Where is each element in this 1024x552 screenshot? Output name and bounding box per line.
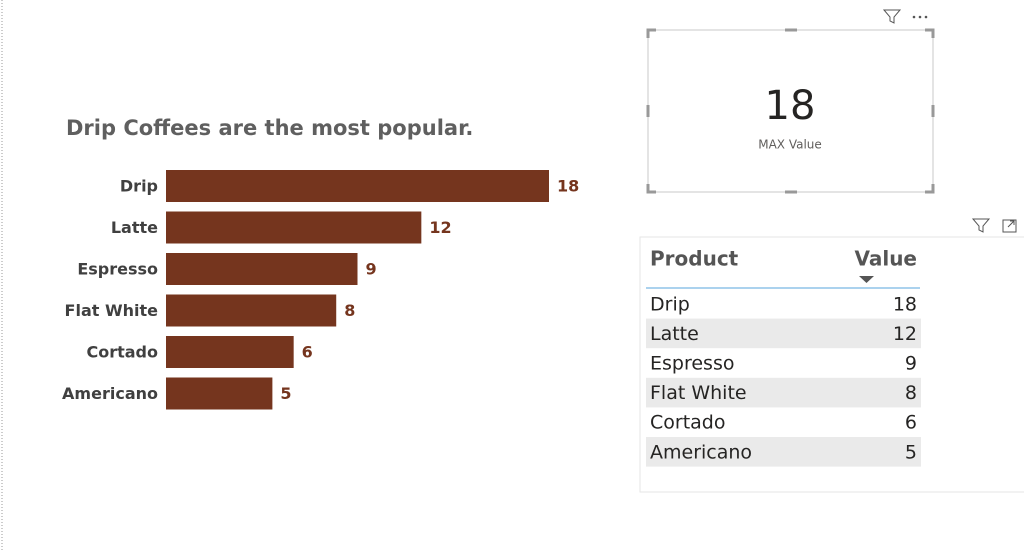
table-cell: Americano [650, 441, 752, 463]
table-cell: 8 [905, 382, 917, 404]
table-cell: Drip [650, 293, 690, 315]
card-frame [647, 29, 934, 193]
card-value: 18 [765, 83, 816, 129]
category-label: Flat White [65, 301, 159, 320]
sort-indicator [859, 276, 874, 283]
chart-title: Drip Coffees are the most popular. [66, 116, 473, 140]
card[interactable]: 18 MAX Value [646, 28, 935, 194]
row-band [646, 437, 921, 467]
data-label: 6 [302, 343, 313, 362]
filter-icon[interactable] [882, 9, 902, 24]
category-label: Americano [62, 384, 158, 403]
table-header[interactable]: Value [854, 247, 917, 271]
data-label: 8 [344, 301, 355, 320]
bar [166, 211, 422, 244]
focus-mode-icon[interactable] [1002, 219, 1017, 233]
table-cell: 5 [905, 441, 917, 463]
table-cell: 6 [905, 412, 917, 434]
table-cell: 12 [893, 323, 917, 345]
table-cell: Latte [650, 323, 699, 345]
table-cell: Cortado [650, 412, 725, 434]
bar [166, 336, 294, 368]
bar [166, 294, 337, 327]
table-cell: 9 [905, 353, 917, 375]
row-band [646, 318, 921, 349]
category-label: Latte [111, 218, 158, 237]
data-label: 18 [557, 177, 579, 196]
table-header[interactable]: Product [650, 247, 739, 271]
category-label: Cortado [86, 343, 158, 362]
resize-handles [646, 28, 935, 194]
category-label: Espresso [77, 260, 158, 279]
bar [166, 253, 358, 285]
data-label: 5 [280, 384, 291, 403]
bar [166, 377, 273, 410]
row-band [646, 377, 921, 408]
filter-icon[interactable] [971, 218, 991, 233]
bar [166, 170, 549, 202]
more-options-icon[interactable] [912, 15, 928, 19]
card-label: MAX Value [758, 138, 822, 152]
table-cell: Flat White [650, 382, 747, 404]
category-label: Drip [120, 177, 158, 196]
table-cell: 18 [893, 293, 917, 315]
data-label: 12 [429, 218, 451, 237]
table-cell: Espresso [650, 353, 734, 375]
data-label: 9 [366, 260, 377, 279]
